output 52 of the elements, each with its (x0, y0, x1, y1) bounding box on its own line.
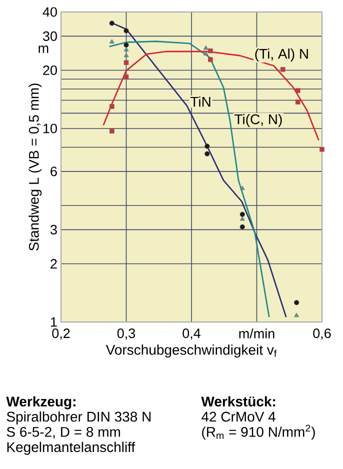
text: m (38, 46, 48, 53)
point (240, 186, 245, 190)
point (204, 151, 210, 156)
y-tick-label: 40 (42, 7, 57, 17)
point (110, 104, 114, 109)
text: Spiralbohrer DIN 338 N (6, 411, 151, 424)
x-axis-title: Vorschubgeschwindigkeit v$_{f}$ (106, 344, 277, 358)
series-label: TiN (190, 96, 210, 107)
point (109, 39, 114, 44)
point (295, 100, 300, 104)
point (280, 67, 286, 72)
point (124, 60, 129, 66)
x-tick-label: 0,3 (117, 328, 136, 340)
x-tick-label: 0,6 (313, 328, 331, 340)
series-label: (Ti, Al) N (255, 48, 308, 62)
y-tick-label: 2 (50, 259, 57, 268)
point (203, 51, 208, 56)
point (240, 212, 245, 217)
x-tick-label: m/min (239, 328, 274, 338)
text: (R$_{m}$ = 910 N/mm$^{2}$) (202, 424, 315, 440)
point (124, 47, 129, 52)
point (294, 300, 300, 306)
point (204, 144, 210, 149)
point (124, 28, 129, 34)
x-tick-label: 0,4 (182, 328, 200, 340)
y-axis-title: Standweg L (VB = 0,5 mm) (28, 84, 42, 251)
point (295, 88, 300, 93)
text: Werkzeug: (6, 396, 76, 410)
point (124, 52, 129, 58)
point (320, 146, 324, 152)
point (124, 42, 129, 48)
y-tick-label: 3 (50, 224, 57, 234)
text: 42 CrMoV 4 (202, 412, 276, 422)
text: Werkstück: (201, 396, 276, 406)
y-tick-label: 6 (50, 166, 57, 176)
point (208, 57, 213, 62)
point (203, 45, 208, 50)
y-tick-label: 10 (43, 124, 57, 134)
y-tick-label: 1 (51, 317, 57, 327)
point (124, 74, 129, 80)
text: S 6-5-2, D = 8 mm (6, 426, 120, 439)
x-tick-label: 0,2 (52, 328, 70, 340)
point (109, 20, 114, 26)
point (110, 128, 114, 134)
point (240, 216, 245, 221)
text: Kegelmantelanschliff (7, 442, 136, 455)
y-tick-label: 30 (42, 31, 57, 41)
point (208, 48, 213, 54)
y-tick-label: 20 (43, 65, 57, 76)
point (294, 312, 299, 318)
point (240, 224, 245, 230)
series-label: Ti(C, N) (234, 114, 282, 128)
